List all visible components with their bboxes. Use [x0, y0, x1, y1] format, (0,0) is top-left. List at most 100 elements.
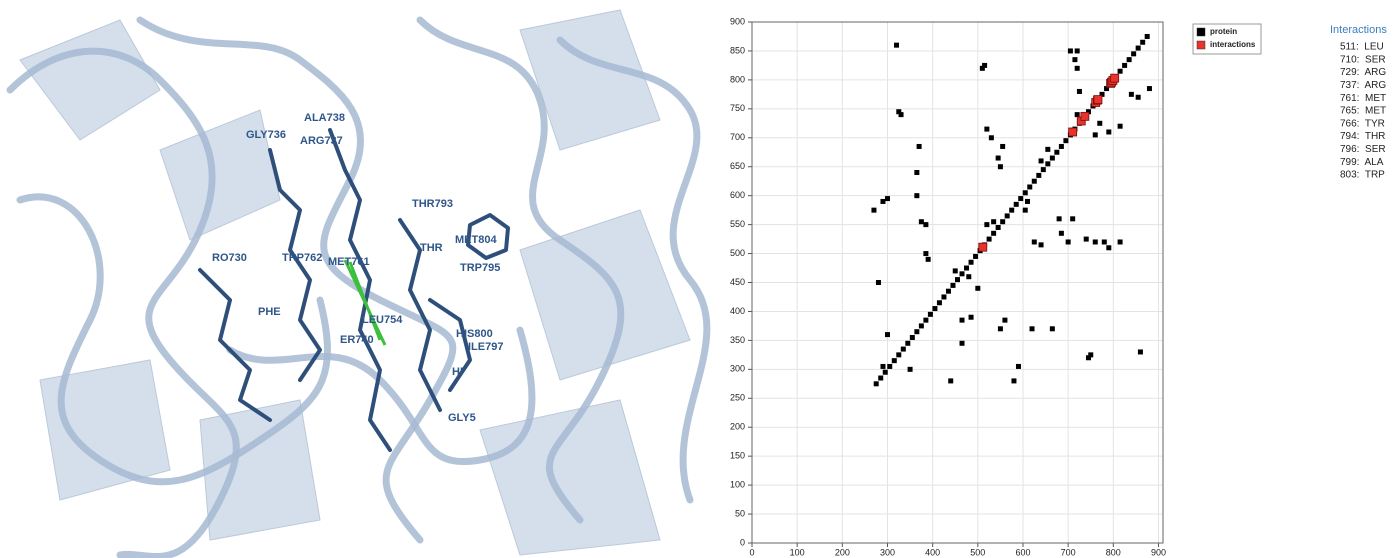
point	[997, 326, 1003, 332]
point	[918, 323, 924, 329]
interaction-item: 511: LEU	[1340, 42, 1384, 53]
point	[997, 164, 1003, 170]
point	[1004, 213, 1010, 219]
point	[1063, 138, 1069, 144]
point	[1031, 239, 1037, 245]
point	[1038, 158, 1044, 164]
y-tick-label: 0	[740, 537, 745, 547]
point	[1038, 242, 1044, 248]
point	[891, 358, 897, 364]
point	[887, 363, 893, 369]
contact-map: 0 50 100 150 200 250 300 350 400 450 500 550 600 650 7…	[730, 16, 1262, 557]
backbone-ribbon	[556, 36, 711, 504]
x-tick-label: 700	[1061, 547, 1076, 557]
point	[975, 285, 981, 291]
point	[1011, 378, 1017, 384]
residue-label: PHE	[258, 306, 281, 318]
point	[959, 340, 965, 346]
residue-label: HI	[452, 366, 463, 378]
point	[1009, 207, 1015, 213]
residue-label: GLY736	[246, 129, 286, 141]
backbone-ribbon	[416, 16, 625, 524]
point	[873, 381, 879, 387]
point	[1054, 149, 1060, 155]
residue-label: TRP762	[282, 252, 322, 264]
point	[952, 268, 958, 274]
point	[936, 300, 942, 306]
point	[1015, 363, 1021, 369]
residue-label: MET804	[455, 234, 497, 246]
ligand-stick	[198, 268, 272, 422]
residue-label: HIS800	[456, 328, 493, 340]
interaction-item: 766: TYR	[1340, 118, 1385, 129]
x-tick-label: 0	[749, 547, 754, 557]
ribbon-sheet	[519, 209, 691, 381]
residue-label: ILE797	[468, 341, 503, 353]
ribbon-sheet	[39, 359, 171, 501]
point	[916, 143, 922, 149]
y-tick-label: 550	[730, 219, 745, 229]
point	[914, 329, 920, 335]
x-tick-label: 100	[790, 547, 805, 557]
point	[973, 253, 979, 259]
point	[896, 109, 902, 115]
point	[927, 311, 933, 317]
point	[1018, 196, 1024, 202]
backbone-ribbon	[16, 193, 331, 486]
point	[1058, 230, 1064, 236]
ligand-ring	[466, 213, 510, 260]
point	[948, 378, 954, 384]
x-tick-label: 500	[970, 547, 985, 557]
point	[880, 198, 886, 204]
residue-label: ALA738	[304, 112, 345, 124]
legend-label: interactions	[1210, 40, 1256, 49]
point	[884, 332, 890, 338]
point	[1135, 94, 1141, 100]
point	[914, 170, 920, 176]
x-tick-label: 600	[1015, 547, 1030, 557]
point	[900, 346, 906, 352]
point	[1110, 73, 1120, 83]
point	[1065, 239, 1071, 245]
y-tick-label: 250	[730, 393, 745, 403]
y-tick-label: 200	[730, 422, 745, 432]
point	[875, 280, 881, 285]
point	[1070, 216, 1076, 222]
point	[1117, 239, 1123, 245]
y-tick-label: 500	[730, 248, 745, 258]
point	[923, 222, 929, 228]
ligand-stick	[398, 218, 442, 412]
point	[1013, 201, 1019, 207]
point	[1029, 326, 1035, 332]
point	[905, 340, 911, 346]
interaction-item: 799: ALA	[1340, 157, 1384, 168]
residue-label: MET761	[328, 256, 370, 268]
y-tick-label: 400	[730, 306, 745, 316]
residue-label: THR793	[412, 198, 453, 210]
ligand-stick	[268, 148, 322, 382]
point	[1045, 146, 1051, 152]
point	[1068, 127, 1078, 137]
point	[1074, 112, 1080, 118]
point	[871, 207, 877, 213]
point	[979, 65, 985, 71]
interactions-title: Interactions	[1330, 24, 1387, 36]
point	[914, 193, 920, 199]
y-tick-label: 350	[730, 335, 745, 345]
point	[1076, 88, 1082, 94]
ligand-stick	[428, 298, 472, 392]
point	[1022, 190, 1028, 196]
point	[1097, 120, 1103, 126]
residue-label: ER740	[340, 334, 374, 346]
point	[878, 375, 884, 381]
residue-label: LEU754	[362, 314, 403, 326]
x-tick-label: 300	[880, 547, 895, 557]
interaction-item: 710: SER	[1340, 54, 1386, 65]
point	[1067, 48, 1073, 54]
point	[1085, 109, 1091, 115]
point	[984, 126, 990, 132]
point	[1072, 57, 1078, 63]
point	[995, 155, 1001, 161]
